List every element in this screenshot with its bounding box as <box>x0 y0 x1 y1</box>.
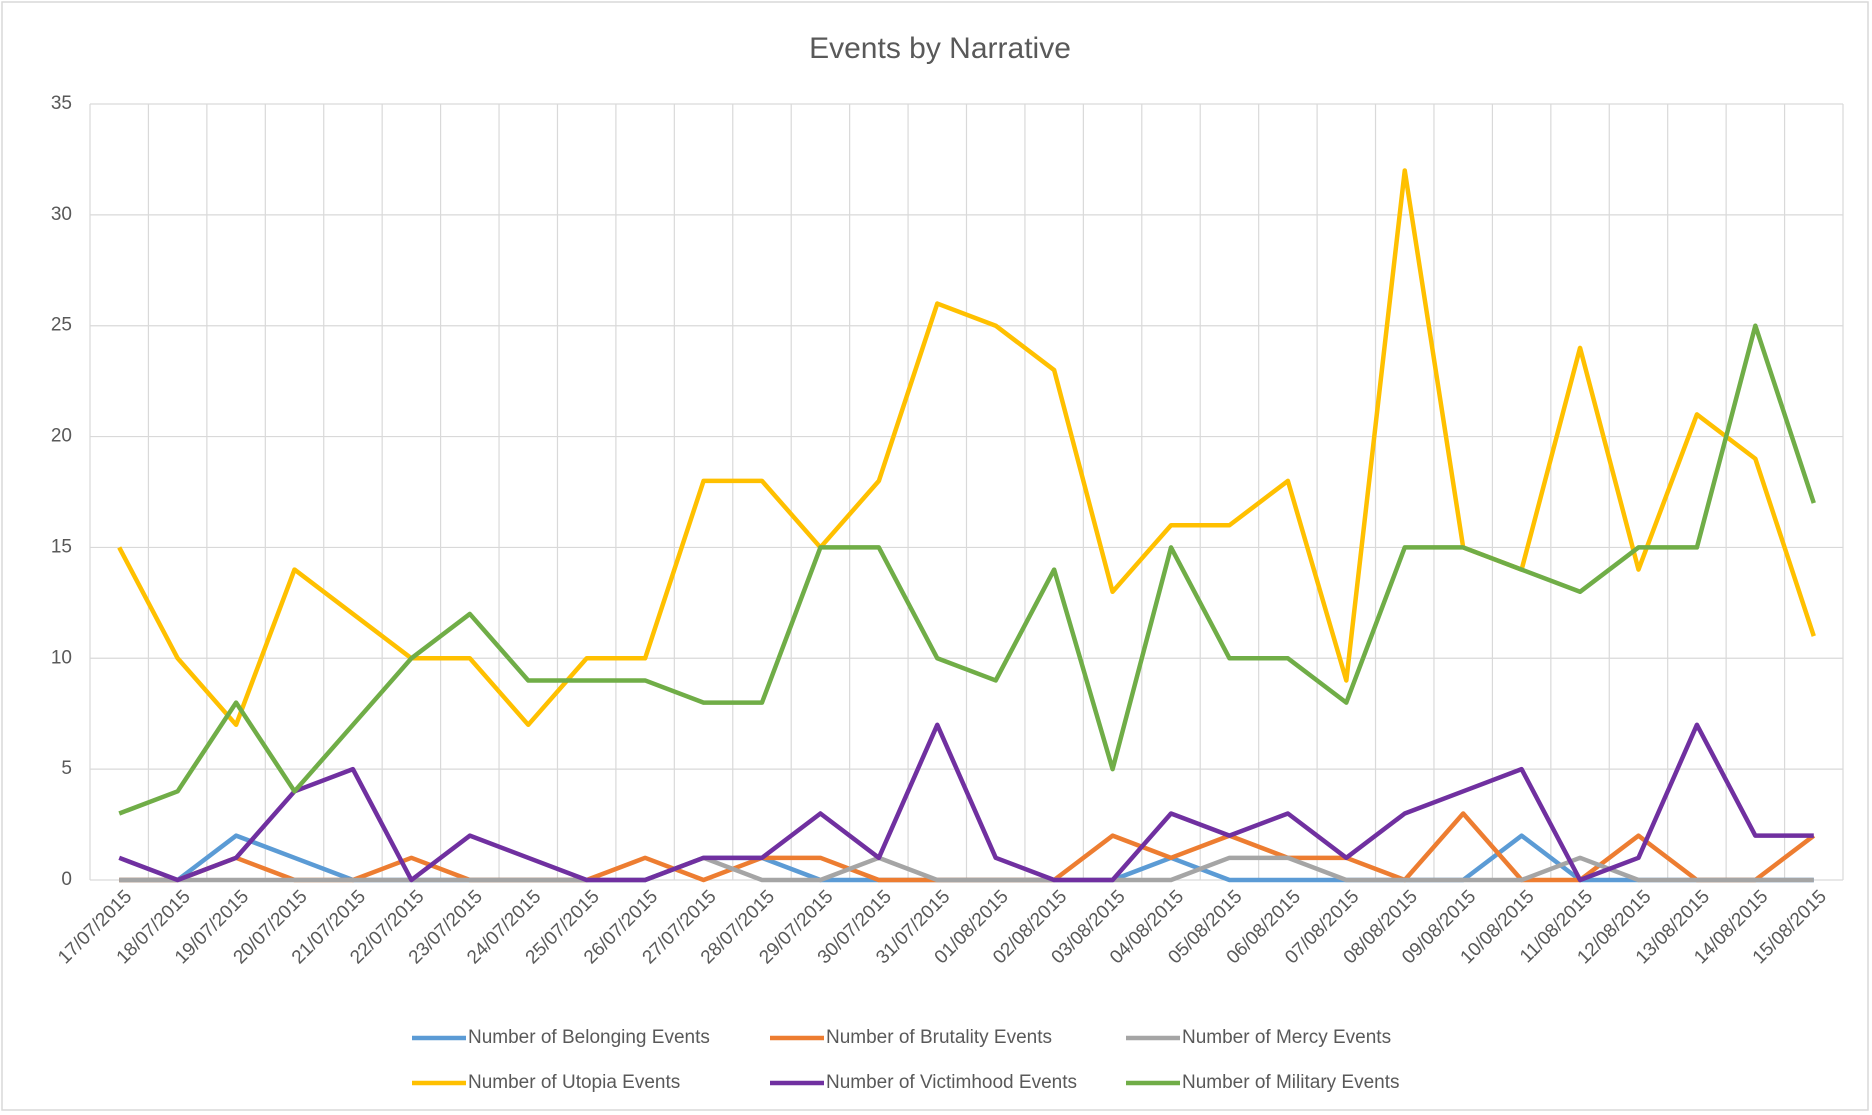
line-series <box>117 168 1816 728</box>
line-series <box>119 855 1814 883</box>
y-tick-label: 30 <box>51 204 72 225</box>
line-series <box>118 722 1814 883</box>
y-tick-label: 20 <box>51 426 72 447</box>
chart-title: Events by Narrative <box>809 32 1071 65</box>
line-series <box>118 323 1816 816</box>
y-tick-label: 0 <box>61 869 72 890</box>
legend-label: Number of Brutality Events <box>826 1027 1052 1048</box>
legend-label: Number of Military Events <box>1182 1072 1400 1093</box>
y-tick-label: 35 <box>51 93 72 114</box>
legend-label: Number of Belonging Events <box>468 1027 710 1048</box>
y-tick-label: 15 <box>51 536 72 557</box>
legend-label: Number of Mercy Events <box>1182 1027 1391 1048</box>
legend-label: Number of Victimhood Events <box>826 1072 1077 1093</box>
legend-label: Number of Utopia Events <box>468 1072 680 1093</box>
y-tick-label: 5 <box>61 758 72 779</box>
y-tick-label: 10 <box>51 647 72 668</box>
y-tick-label: 25 <box>51 315 72 336</box>
